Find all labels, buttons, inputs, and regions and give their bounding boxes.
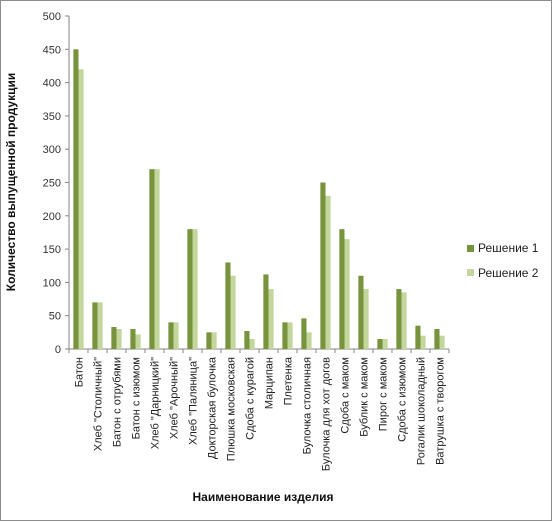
- bar-series-2-хлеб-арочный: [173, 322, 179, 349]
- x-tick-label: Хлеб "Дарницкий": [150, 357, 162, 449]
- bar-series-1-батон-с-отрубями: [111, 327, 117, 349]
- bar-series-2-пирог-с-маком: [382, 339, 388, 349]
- bar-series-1-булочка-для-хот-догов: [320, 182, 326, 349]
- y-tick-label: 250: [43, 178, 61, 190]
- bar-series-1-плюшка-московская: [225, 262, 231, 349]
- legend-swatch-series-1: [467, 245, 474, 252]
- bar-series-2-батон-с-изюмом: [135, 334, 141, 349]
- y-tick-label: 400: [43, 78, 61, 90]
- x-tick-label: Пирог с маком: [378, 357, 390, 431]
- bar-series-1-хлеб-дарницкий: [149, 169, 155, 349]
- bar-series-1-сдоба-с-маком: [339, 229, 345, 349]
- bar-series-2-ватрушка-с-творогом: [439, 335, 445, 349]
- y-tick-label: 50: [49, 311, 61, 323]
- legend-label-series-1: Решение 1: [478, 241, 539, 255]
- bar-series-2-марципан: [268, 289, 274, 349]
- legend-label-series-2: Решение 2: [478, 266, 539, 280]
- bar-series-1-рогалик-шоколадный: [415, 325, 421, 349]
- bar-series-2-сдоба-с-изюмом: [401, 292, 407, 349]
- y-tick-label: 350: [43, 111, 61, 123]
- bar-series-2-сдоба-с-маком: [344, 239, 350, 349]
- bar-series-1-хлеб-арочный: [168, 322, 174, 349]
- bar-series-1-булочка-столичная: [301, 318, 307, 349]
- x-tick-label: Марципан: [264, 357, 276, 409]
- bar-series-1-хлеб-паляница: [187, 229, 193, 349]
- legend-swatch-series-2: [467, 269, 474, 276]
- x-tick-label: Рогалик шоколадный: [416, 357, 428, 465]
- x-axis-title: Наименование изделия: [192, 490, 333, 504]
- x-tick-label: Плетенка: [283, 356, 295, 405]
- y-tick-label: 100: [43, 277, 61, 289]
- bar-series-1-ватрушка-с-творогом: [434, 329, 440, 349]
- x-tick-label: Докторская булочка: [207, 356, 219, 459]
- bar-series-1-бублик-с-маком: [358, 275, 364, 349]
- y-tick-label: 500: [43, 11, 61, 23]
- bar-series-2-батон: [78, 69, 84, 349]
- x-tick-label: Плюшка московская: [226, 357, 238, 461]
- x-tick-label: Хлеб "Арочный": [169, 357, 181, 439]
- y-tick-label: 300: [43, 144, 61, 156]
- bars: [73, 49, 445, 350]
- x-tick-label: Батон с изюмом: [131, 357, 143, 439]
- x-tick-label: Бублик с маком: [359, 357, 371, 437]
- x-tick-label: Сдоба с маком: [340, 357, 352, 434]
- bar-series-1-плетенка: [282, 322, 288, 349]
- x-tick-label: Сдоба с изюмом: [397, 357, 409, 442]
- y-axis-title: Количество выпущенной продукции: [4, 73, 18, 291]
- bar-series-2-докторская-булочка: [211, 332, 217, 349]
- bar-series-1-хлеб-столичный: [92, 302, 98, 349]
- bar-series-2-булочка-для-хот-догов: [325, 195, 331, 349]
- bar-series-1-пирог-с-маком: [377, 339, 383, 349]
- y-tick-label: 0: [55, 344, 61, 356]
- y-axis: 0 50 100 150 200 250 300 350 400 450 500: [43, 11, 70, 356]
- bar-series-1-докторская-булочка: [206, 332, 212, 349]
- bar-series-1-марципан: [263, 274, 269, 349]
- bar-series-2-рогалик-шоколадный: [420, 335, 426, 349]
- bar-series-2-хлеб-столичный: [97, 302, 103, 349]
- bar-series-1-батон-с-изюмом: [130, 329, 136, 349]
- category-labels: Батон Хлеб "Столичный" Батон с отрубями Бат…: [74, 356, 447, 471]
- y-tick-label: 200: [43, 211, 61, 223]
- bar-series-2-сдоба-с-курагой: [249, 339, 255, 349]
- x-tick-label: Ватрушка с творогом: [435, 357, 447, 465]
- bar-series-1-сдоба-с-курагой: [244, 331, 250, 349]
- x-tick-label: Сдоба с курагой: [245, 357, 257, 440]
- bar-series-1-сдоба-с-изюмом: [396, 289, 402, 349]
- x-tick-label: Батон: [74, 357, 86, 387]
- bar-series-1-батон: [73, 49, 79, 350]
- y-tick-label: 450: [43, 44, 61, 56]
- legend: Решение 1 Решение 2: [467, 241, 539, 280]
- y-tick-label: 150: [43, 244, 61, 256]
- bar-series-2-плюшка-московская: [230, 275, 236, 349]
- x-tick-label: Булочка для хот догов: [321, 357, 333, 471]
- bar-series-2-батон-с-отрубями: [116, 329, 122, 349]
- bar-series-2-булочка-столичная: [306, 332, 312, 349]
- x-tick-label: Хлеб "Столичный": [93, 357, 105, 451]
- x-axis: [68, 348, 450, 353]
- bar-series-2-хлеб-дарницкий: [154, 169, 160, 349]
- x-tick-label: Батон с отрубями: [112, 357, 124, 447]
- bar-series-2-бублик-с-маком: [363, 289, 369, 349]
- bar-series-2-хлеб-паляница: [192, 229, 198, 349]
- x-tick-label: Булочка столичная: [302, 357, 314, 454]
- bar-series-2-плетенка: [287, 322, 293, 349]
- x-tick-label: Хлеб "Паляница": [188, 357, 200, 445]
